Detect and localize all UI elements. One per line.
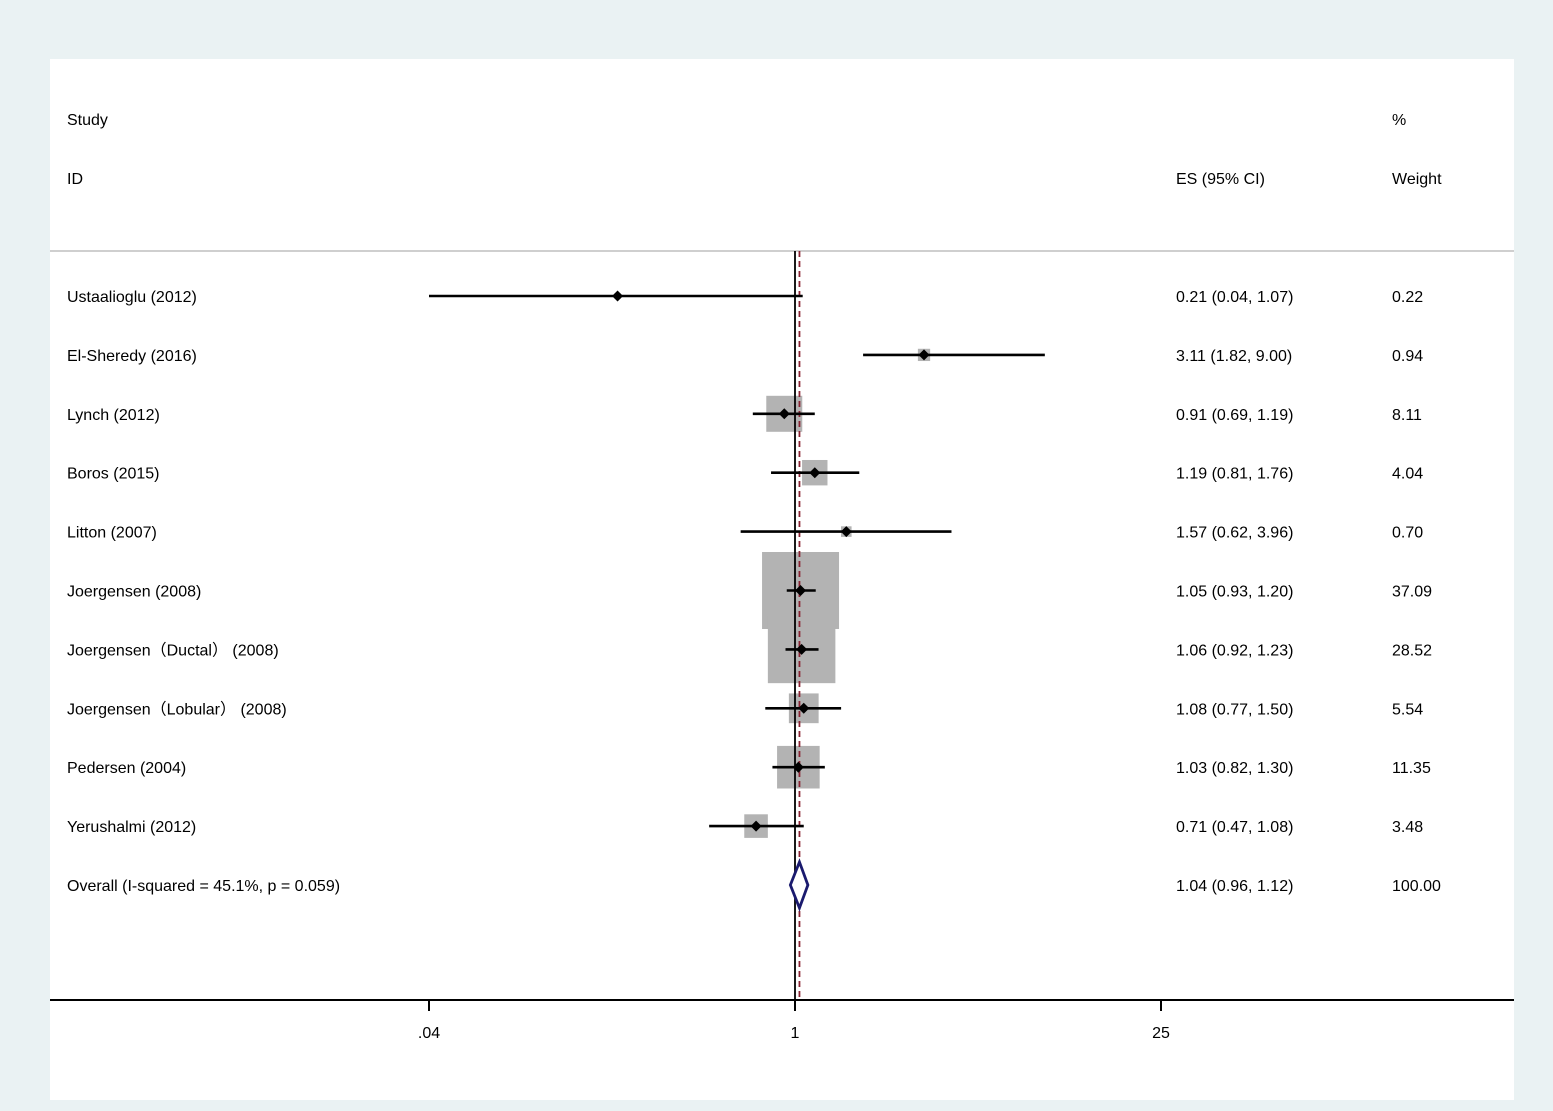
point-estimate [612,290,624,302]
study-label: Joergensen（Lobular） (2008) [67,700,287,718]
weight-value: 0.94 [1392,348,1423,365]
es-ci-value: 1.06 (0.92, 1.23) [1176,642,1293,659]
weight-value: 11.35 [1392,760,1431,777]
header-percent: % [1392,112,1406,129]
study-label: Litton (2007) [67,525,157,542]
overall-weight-value: 100.00 [1392,878,1441,895]
overall-diamond [788,858,810,912]
es-ci-value: 1.08 (0.77, 1.50) [1176,701,1293,718]
study-label: Ustaalioglu (2012) [67,289,197,306]
study-label: Joergensen (2008) [67,584,201,601]
study-label: Pedersen (2004) [67,760,186,777]
weight-value: 0.70 [1392,525,1423,542]
weight-value: 28.52 [1392,642,1432,659]
point-estimate [809,467,821,479]
weight-value: 37.09 [1392,584,1432,601]
study-label: Boros (2015) [67,466,160,483]
es-ci-value: 0.91 (0.69, 1.19) [1176,407,1293,424]
weight-value: 3.48 [1392,819,1423,836]
header-weight: Weight [1392,171,1442,188]
weight-value: 8.11 [1392,407,1422,424]
point-estimate [792,761,804,773]
es-ci-value: 1.03 (0.82, 1.30) [1176,760,1293,777]
study-label: Lynch (2012) [67,407,160,424]
point-estimate [795,585,807,596]
es-ci-value: 0.21 (0.04, 1.07) [1176,289,1293,306]
weight-value: 5.54 [1392,701,1423,718]
point-estimate [918,349,930,361]
x-tick-label: 25 [1152,1025,1170,1042]
study-label: Joergensen（Ductal） (2008) [67,641,279,659]
header-study: Study [67,112,108,129]
study-label: Yerushalmi (2012) [67,819,196,836]
overall-label: Overall (I-squared = 45.1%, p = 0.059) [67,878,340,895]
overall-es-ci-value: 1.04 (0.96, 1.12) [1176,878,1293,895]
es-ci-value: 3.11 (1.82, 9.00) [1176,348,1292,365]
header-id: ID [67,171,83,188]
point-estimate [750,820,762,832]
x-tick-label: .04 [418,1025,440,1042]
point-estimate [796,643,808,655]
weight-value: 4.04 [1392,466,1423,483]
x-tick-label: 1 [791,1025,800,1042]
es-ci-value: 0.71 (0.47, 1.08) [1176,819,1293,836]
point-estimate [778,408,790,420]
es-ci-value: 1.05 (0.93, 1.20) [1176,584,1293,601]
point-estimate [798,702,810,714]
study-label: El-Sheredy (2016) [67,348,197,365]
es-ci-value: 1.57 (0.62, 3.96) [1176,525,1293,542]
weight-value: 0.22 [1392,289,1423,306]
point-estimate [840,526,852,538]
header-es: ES (95% CI) [1176,171,1265,188]
es-ci-value: 1.19 (0.81, 1.76) [1176,466,1293,483]
